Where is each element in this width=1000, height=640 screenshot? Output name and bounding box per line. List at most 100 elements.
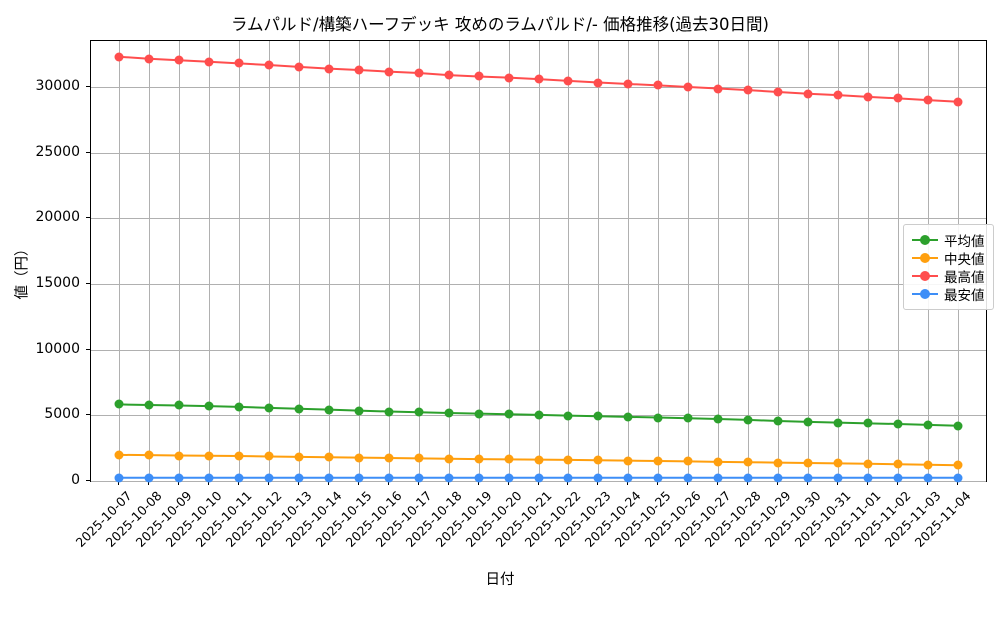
data-point-marker	[474, 409, 484, 419]
data-point-marker	[324, 405, 334, 415]
data-point-marker	[234, 451, 244, 461]
data-point-marker	[893, 93, 903, 103]
price-history-chart-figure: ラムパルド/構築ハーフデッキ 攻めのラムパルド/- 価格推移(過去30日間) 値…	[14, 15, 994, 588]
data-point-marker	[623, 456, 633, 466]
data-point-marker	[833, 418, 843, 428]
data-point-marker	[204, 473, 214, 483]
data-point-marker	[713, 457, 723, 467]
data-point-marker	[653, 473, 663, 483]
data-point-marker	[444, 473, 454, 483]
data-point-marker	[653, 413, 663, 423]
data-point-marker	[384, 453, 394, 463]
data-point-marker	[384, 407, 394, 417]
data-point-marker	[833, 458, 843, 468]
x-tick-mark	[597, 481, 599, 485]
gridline-vertical	[538, 41, 540, 481]
y-tick-label: 15000	[35, 274, 80, 291]
plot-inner	[91, 41, 986, 483]
x-axis-label: 日付	[485, 572, 515, 588]
legend-item[interactable]: 最安値	[912, 285, 985, 304]
data-point-marker	[144, 450, 154, 460]
data-point-marker	[324, 64, 334, 74]
data-point-marker	[264, 473, 274, 483]
y-tick-label: 30000	[35, 77, 80, 94]
data-point-marker	[803, 417, 813, 427]
x-tick-mark	[717, 481, 719, 485]
chart-legend[interactable]: 平均値中央値 最高値 最安値	[903, 224, 994, 310]
data-point-marker	[294, 452, 304, 462]
data-point-marker	[683, 413, 693, 423]
legend-marker-icon	[920, 289, 930, 299]
data-point-marker	[174, 55, 184, 65]
gridline-vertical	[808, 41, 810, 481]
data-point-marker	[444, 408, 454, 418]
y-tick-label: 0	[71, 472, 80, 488]
data-point-marker	[114, 450, 124, 460]
data-point-marker	[354, 406, 364, 416]
data-point-marker	[504, 73, 514, 83]
data-point-marker	[653, 456, 663, 466]
gridline-vertical	[268, 41, 270, 481]
data-point-marker	[474, 71, 484, 81]
x-tick-mark	[537, 481, 539, 485]
legend-swatch	[912, 251, 938, 265]
gridline-vertical	[298, 41, 300, 481]
data-point-marker	[593, 78, 603, 87]
legend-item[interactable]: 平均値	[912, 231, 985, 250]
data-point-marker	[623, 473, 633, 483]
y-tick-mark	[86, 151, 90, 153]
y-tick-mark	[86, 414, 90, 416]
data-point-marker	[204, 57, 214, 67]
data-point-marker	[773, 458, 783, 468]
data-point-marker	[114, 473, 124, 483]
x-tick-mark	[357, 481, 359, 485]
y-tick-label: 20000	[35, 209, 80, 226]
data-point-marker	[414, 407, 424, 417]
y-tick-mark	[86, 85, 90, 87]
gridline-vertical	[778, 41, 780, 481]
data-point-marker	[893, 473, 903, 483]
data-point-marker	[354, 473, 364, 483]
x-tick-mark	[327, 481, 329, 485]
gridline-vertical	[568, 41, 570, 481]
data-point-marker	[653, 80, 663, 90]
legend-item[interactable]: 最高値	[912, 267, 985, 286]
data-point-marker	[743, 415, 753, 425]
gridline-vertical	[358, 41, 360, 481]
data-point-marker	[264, 403, 274, 413]
data-point-marker	[204, 451, 214, 461]
data-point-marker	[803, 473, 813, 483]
data-point-marker	[114, 399, 124, 409]
x-tick-mark	[897, 481, 899, 485]
x-tick-mark	[297, 481, 299, 485]
data-point-marker	[144, 54, 154, 64]
x-tick-mark	[447, 481, 449, 485]
data-point-marker	[534, 473, 543, 483]
data-point-marker	[923, 420, 933, 430]
data-point-marker	[743, 473, 753, 483]
data-point-marker	[354, 65, 364, 75]
data-point-marker	[563, 455, 573, 465]
x-tick-mark	[507, 481, 509, 485]
gridline-vertical	[898, 41, 900, 481]
data-point-marker	[773, 416, 783, 426]
data-point-marker	[953, 473, 963, 483]
data-point-marker	[174, 400, 184, 410]
x-tick-mark	[207, 481, 209, 485]
data-point-marker	[444, 70, 454, 80]
data-point-marker	[294, 473, 304, 483]
gridline-vertical	[238, 41, 240, 481]
data-point-marker	[803, 458, 813, 468]
y-tick-label: 10000	[35, 340, 80, 357]
data-point-marker	[863, 418, 873, 428]
data-point-marker	[743, 85, 753, 95]
legend-item[interactable]: 中央値	[912, 249, 985, 268]
data-point-marker	[444, 454, 454, 464]
data-point-marker	[294, 404, 304, 414]
data-point-marker	[773, 87, 783, 97]
data-point-marker	[623, 79, 633, 89]
data-point-marker	[863, 92, 873, 102]
legend-label: 中央値	[944, 252, 985, 268]
gridline-vertical	[388, 41, 390, 481]
data-point-marker	[563, 473, 573, 483]
